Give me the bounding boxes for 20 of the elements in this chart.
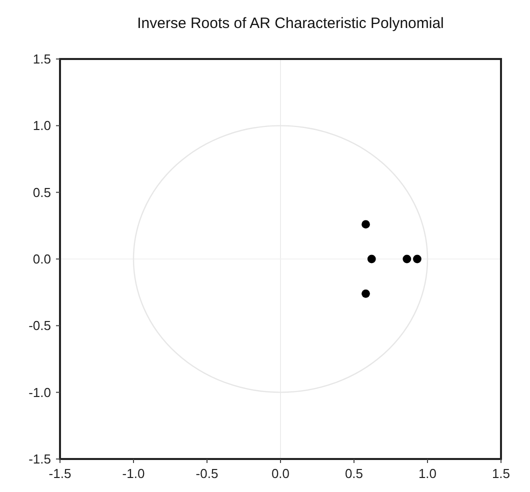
x-tick-label: -1.0 [122, 466, 145, 481]
x-tick-label: 0.0 [271, 466, 290, 481]
y-tick-label: 0.5 [32, 184, 51, 200]
point [362, 220, 370, 229]
x-tick-label: 1.0 [418, 466, 437, 481]
y-tick-label: -0.5 [28, 318, 51, 334]
point [362, 289, 370, 298]
point [413, 254, 422, 264]
y-tick-label: 0.0 [32, 252, 51, 266]
x-tick-label: -0.5 [196, 466, 218, 481]
y-tick-label: 1.0 [32, 118, 51, 134]
x-tick-label: 0.5 [344, 466, 364, 481]
point [367, 254, 376, 264]
point [402, 254, 412, 264]
y-tick-label: 1.5 [32, 52, 51, 66]
x-tick-label: 1.5 [492, 466, 510, 481]
chart-title: Inverse Roots of AR Characteristic Polynomial [137, 15, 444, 32]
y-tick-label: -1.0 [28, 384, 51, 400]
x-tick-label: -1.5 [48, 466, 72, 481]
y-tick-label: -1.5 [28, 452, 51, 466]
